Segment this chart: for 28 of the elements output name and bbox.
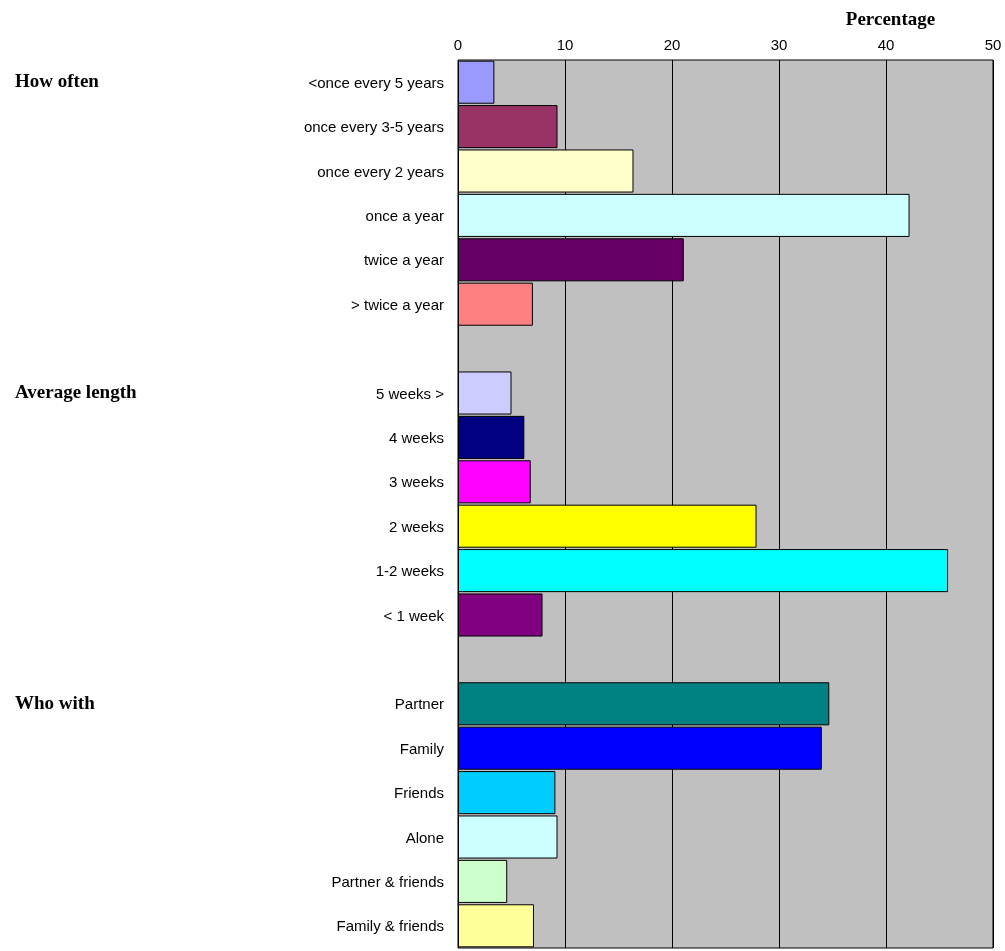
- y-tick-label: Alone: [405, 828, 444, 846]
- y-tick-label: Partner & friends: [331, 872, 444, 890]
- y-tick-label: Family: [399, 739, 445, 757]
- x-tick-label: 30: [770, 36, 788, 53]
- y-tick-label: Family & friends: [336, 917, 444, 935]
- x-tick-label: 50: [984, 36, 1002, 53]
- y-tick-label: once a year: [365, 206, 444, 224]
- y-tick-label: < 1 week: [383, 606, 445, 624]
- text: Who with: [15, 691, 96, 713]
- x-tick-label: 40: [877, 36, 895, 53]
- x-tick-label: 0: [453, 36, 463, 53]
- x-tick-label: 10: [556, 36, 574, 53]
- y-tick-label: 5 weeks >: [376, 384, 445, 402]
- y-tick-label: once every 2 years: [317, 162, 444, 180]
- y-tick-label: twice a year: [363, 251, 444, 269]
- y-tick-label: 3 weeks: [388, 473, 444, 491]
- y-tick-label: <once every 5 years: [308, 73, 444, 91]
- y-tick-label: > twice a year: [351, 295, 444, 313]
- y-tick-label: once every 3-5 years: [303, 118, 444, 136]
- text: Average length: [15, 381, 137, 402]
- y-tick-label: Friends: [393, 784, 444, 802]
- x-axis-title: Percentage: [845, 8, 936, 29]
- y-tick-label: 4 weeks: [388, 428, 444, 446]
- y-tick-label: 1-2 weeks: [375, 562, 444, 580]
- text: How often: [15, 70, 100, 92]
- y-tick-label: 2 weeks: [388, 517, 444, 535]
- y-tick-label: Partner: [394, 695, 444, 713]
- x-tick-label: 20: [663, 36, 681, 53]
